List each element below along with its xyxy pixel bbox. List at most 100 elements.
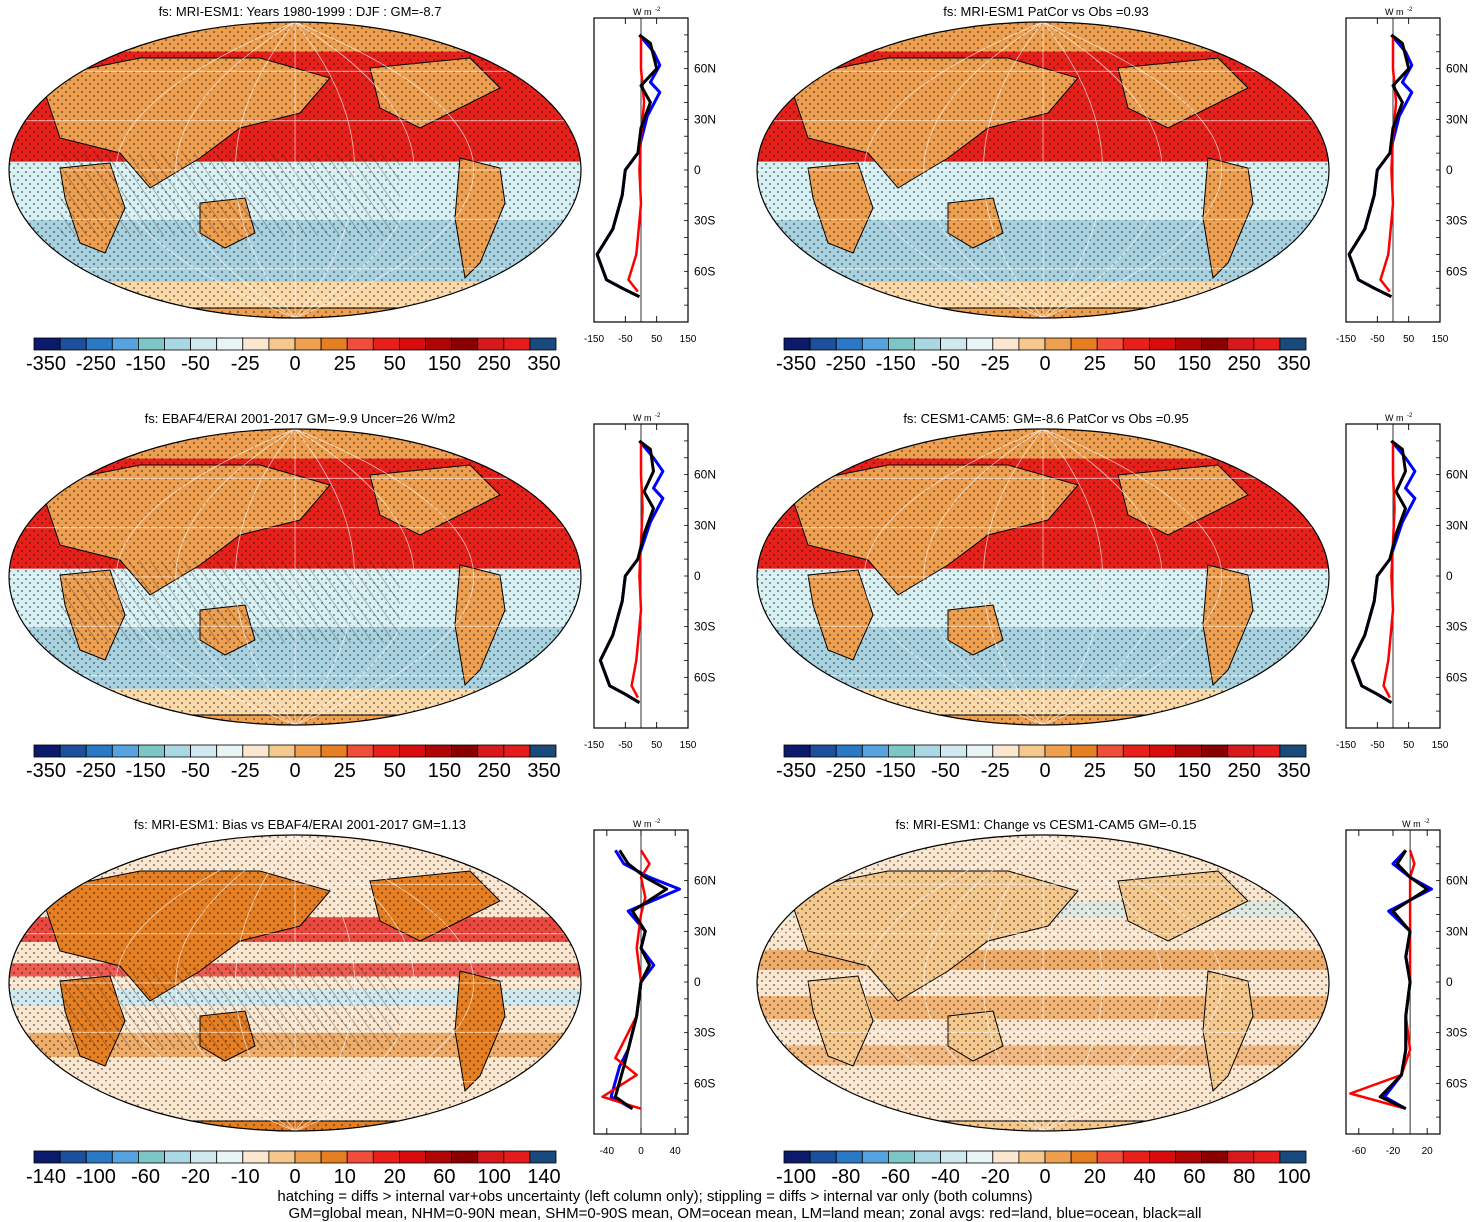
colorbar-swatch (966, 1150, 994, 1164)
colorbar-swatch (1279, 337, 1307, 351)
zonal-lat-label: 60N (694, 874, 716, 888)
colorbar-tick-label: -80 (831, 1166, 861, 1188)
colorbar-tick-label: -350 (25, 353, 67, 375)
colorbar-swatch (346, 744, 374, 758)
colorbar-tick-label: 20 (1083, 1166, 1106, 1188)
colorbar-tick-label: 50 (383, 760, 406, 782)
colorbar-swatch (914, 337, 942, 351)
hatching-overlay (60, 560, 400, 643)
zonal-x-tick-label: 50 (1403, 740, 1415, 751)
graticule-line (294, 21, 355, 319)
zonal-axes-frame (1345, 829, 1441, 1135)
graticule-line (294, 428, 415, 726)
zonal-lat-label: 0 (694, 975, 701, 989)
zonal-x-tick-label: 20 (1422, 1146, 1434, 1157)
graticule-line (175, 428, 296, 726)
colorbar-swatch (242, 337, 270, 351)
zonal-all-line (598, 439, 655, 704)
colorbar-tick-label: 20 (383, 1166, 406, 1188)
colorbar (783, 1150, 1307, 1164)
zonal-units-label: W m (633, 819, 652, 829)
hatching-overlay (60, 153, 400, 236)
colorbar-swatch (1148, 744, 1176, 758)
colorbar-swatch (477, 337, 505, 351)
colorbar-swatch (1070, 337, 1098, 351)
colorbar-tick-label: 10 (333, 1166, 356, 1188)
zonal-all-line (595, 33, 659, 299)
colorbar-tick-label: -25 (980, 353, 1010, 375)
zonal-lat-label: 60S (694, 670, 715, 684)
colorbar-tick-label: -25 (230, 353, 260, 375)
colorbar-swatch (1122, 337, 1150, 351)
colorbar-swatch (346, 1150, 374, 1164)
colorbar-swatch (425, 744, 453, 758)
zonal-x-tick-label: -50 (618, 740, 633, 751)
zonal-lat-label: 0 (1446, 975, 1453, 989)
colorbar-swatch (1201, 1150, 1229, 1164)
graticule-line (923, 428, 1044, 726)
graticule-line (294, 834, 415, 1132)
colorbar-swatch (85, 1150, 113, 1164)
colorbar-swatch (888, 1150, 915, 1164)
zonal-units-label: W m (1402, 819, 1421, 829)
colorbar-swatch (451, 337, 479, 351)
colorbar-swatch (59, 744, 87, 758)
colorbar-tick-label: 350 (1277, 353, 1311, 375)
zonal-x-tick-label: 50 (651, 334, 663, 345)
zonal-mean-plot: 60N 30N 0 30S 60S -150 -50 50 150 W m -2 (1336, 7, 1468, 345)
graticule-line (1042, 428, 1222, 726)
colorbar (783, 744, 1307, 758)
colorbar-tick-label: -10 (230, 1166, 260, 1188)
colorbar (783, 337, 1307, 351)
colorbar-swatch (888, 744, 915, 758)
colorbar-tick-label: 25 (1083, 353, 1106, 375)
graticule-line (1042, 21, 1163, 319)
colorbar-swatch (783, 337, 811, 351)
colorbar-swatch (503, 744, 531, 758)
colorbar-swatch (111, 744, 139, 758)
colorbar-swatch (1175, 337, 1203, 351)
colorbar-swatch (320, 1150, 348, 1164)
colorbar-tick-label: 0 (1039, 760, 1051, 782)
colorbar-swatch (1044, 1150, 1072, 1164)
colorbar-swatch (85, 337, 113, 351)
colorbar-tick-label: -250 (825, 353, 866, 375)
colorbar-swatch (190, 337, 218, 351)
zonal-x-tick-label: 40 (670, 1146, 682, 1157)
panel-title: fs: MRI-ESM1 PatCor vs Obs =0.93 (943, 4, 1149, 19)
colorbar-swatch (783, 1150, 811, 1164)
colorbar-swatch (966, 744, 994, 758)
colorbar-swatch (164, 1150, 192, 1164)
zonal-ocean-line (1350, 439, 1417, 704)
graticule-line (864, 834, 1044, 1132)
colorbar-swatch (59, 1150, 87, 1164)
zonal-lat-label: 60N (694, 62, 716, 76)
colorbar (33, 1150, 557, 1164)
zonal-lat-label: 30S (1446, 1026, 1467, 1040)
graticule-line (1042, 834, 1163, 1132)
colorbar-swatch (1227, 744, 1255, 758)
colorbar-swatch (1227, 1150, 1255, 1164)
graticule-line (1042, 428, 1163, 726)
colorbar-tick-label: -150 (125, 353, 166, 375)
colorbar-tick-label: 0 (289, 353, 301, 375)
graticule-line (294, 834, 474, 1132)
colorbar-tick-label: 250 (1227, 353, 1261, 375)
zonal-lat-label: 60S (694, 264, 715, 278)
colorbar-swatch (242, 1150, 270, 1164)
colorbar-tick-label: -25 (230, 760, 260, 782)
graticule-line (116, 834, 296, 1132)
colorbar-swatch (1227, 337, 1255, 351)
zonal-lat-label: 30S (1446, 214, 1467, 228)
colorbar-tick-label: -40 (930, 1166, 960, 1188)
zonal-x-tick-label: -50 (1370, 740, 1385, 751)
colorbar-tick-label: -100 (75, 1166, 116, 1188)
colorbar-tick-label: 0 (289, 760, 301, 782)
colorbar-swatch (138, 744, 165, 758)
colorbar-swatch (320, 744, 348, 758)
colorbar-tick-label: -60 (881, 1166, 911, 1188)
colorbar-tick-label: 25 (1083, 760, 1106, 782)
colorbar-swatch (425, 1150, 453, 1164)
colorbar-swatch (294, 744, 322, 758)
zonal-mean-plot: 60N 30N 0 30S 60S -150 -50 50 150 W m -2 (584, 7, 716, 345)
